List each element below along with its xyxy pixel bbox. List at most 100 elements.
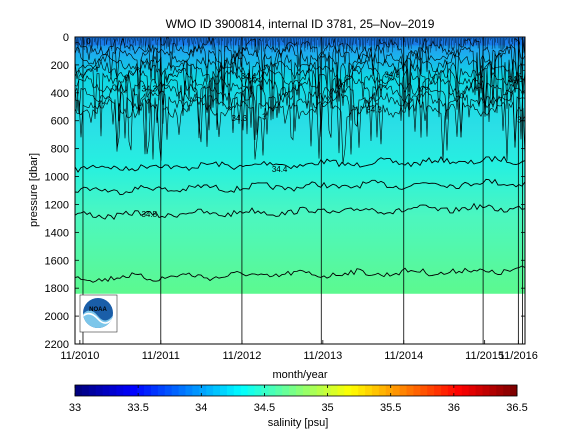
colorbar-cell — [413, 385, 421, 396]
colorbar-tick-label: 34 — [195, 402, 207, 414]
plot-frame — [74, 36, 526, 345]
x-tick-label: 11/2012 — [222, 350, 261, 362]
x-tick-label: 11/2016 — [499, 350, 538, 362]
colorbar-cell — [164, 385, 173, 396]
colorbar-cell — [289, 385, 297, 396]
surface-contour-tick — [197, 37, 199, 49]
colorbar-cell — [123, 385, 131, 396]
surface-contour-tick — [423, 37, 425, 48]
surface-contour-tick — [459, 37, 462, 46]
colorbar-cell — [171, 385, 179, 396]
colorbar-cell — [130, 385, 138, 396]
colorbar-tick-label: 36.5 — [506, 402, 527, 414]
surface-contour-tick — [95, 37, 97, 45]
surface-contour-tick — [298, 37, 300, 40]
surface-contour-tick — [222, 37, 224, 42]
surface-contour-tick — [412, 37, 414, 44]
surface-contour-tick — [386, 37, 388, 53]
surface-contour-tick — [281, 37, 283, 42]
surface-contour-tick — [394, 37, 396, 43]
surface-contour-tick — [106, 37, 108, 45]
contour-line — [75, 82, 525, 155]
surface-contour-tick — [126, 37, 128, 44]
contour-lines — [75, 37, 525, 283]
colorbar-cell — [261, 385, 269, 396]
surface-contour-tick — [254, 37, 257, 47]
surface-contour-tick — [218, 37, 220, 52]
colorbar-cell — [316, 385, 325, 396]
surface-contour-tick — [272, 37, 275, 51]
surface-contour-tick — [214, 37, 216, 40]
contour-line — [75, 97, 525, 165]
colorbar-cell — [420, 385, 428, 396]
colorbar-cell — [330, 385, 338, 396]
surface-contour-tick — [293, 37, 295, 47]
colorbar-cell — [268, 385, 276, 396]
surface-contour-tick — [144, 37, 146, 51]
surface-contour-tick — [279, 37, 281, 52]
colorbar-cell — [144, 385, 152, 396]
x-tick-label: 11/2010 — [60, 350, 99, 362]
surface-contour-tick — [425, 37, 427, 43]
y-axis: 0 200 400 600 800 1000 1200 1400 1600 1800 2000 220… — [45, 32, 525, 351]
colorbar-cell — [254, 385, 262, 396]
surface-contour-tick — [135, 37, 137, 46]
colorbar-cell — [220, 385, 228, 396]
surface-contour-tick — [388, 37, 390, 45]
colorbar-cell — [447, 385, 456, 396]
contour-label: 0 — [125, 73, 130, 82]
surface-contour-tick — [235, 37, 237, 46]
surface-contour-tick — [156, 37, 158, 50]
surface-contour-tick — [195, 37, 197, 40]
surface-contour-tick — [336, 37, 339, 47]
surface-contour-tick — [145, 37, 147, 47]
contour-line — [75, 178, 525, 196]
surface-contour-tick — [182, 37, 184, 47]
colorbar-cell — [81, 385, 90, 396]
colorbar-cell — [240, 385, 249, 396]
noaa-logo: NOAA — [79, 294, 118, 333]
surface-contour-tick — [282, 37, 284, 43]
surface-contour-tick — [93, 37, 96, 43]
colorbar-cell — [309, 385, 318, 396]
y-tick-label: 1400 — [45, 227, 69, 239]
surface-contour-tick — [407, 37, 409, 49]
surface-contour-tick — [75, 37, 78, 45]
y-tick-label: 2000 — [45, 311, 69, 323]
contour-label: 34.3 — [231, 114, 247, 123]
x-tick-label: 11/2015 — [465, 350, 504, 362]
colorbar-cell — [282, 385, 290, 396]
contour-line — [75, 265, 525, 283]
y-tick-label: 0 — [63, 32, 69, 44]
colorbar-cell — [406, 385, 414, 396]
surface-contour-tick — [78, 37, 80, 53]
surface-contour-tick — [140, 37, 142, 48]
surface-contour-tick — [516, 37, 518, 43]
surface-contour-tick — [207, 37, 209, 44]
colorbar-cell — [247, 385, 255, 396]
colorbar-cell — [392, 385, 400, 396]
surface-contour-tick — [345, 37, 347, 45]
surface-contour-tick — [268, 37, 270, 41]
surface-contour-tick — [504, 37, 506, 48]
colorbar-cell — [137, 385, 145, 396]
surface-contour-tick — [383, 37, 386, 48]
surface-contour-tick — [311, 37, 313, 53]
x-tick-label: 11/2013 — [303, 350, 342, 362]
surface-contour-tick — [375, 37, 378, 52]
chart-title: WMO ID 3900814, internal ID 3781, 25–Nov… — [166, 17, 435, 31]
surface-contour-tick — [194, 37, 196, 44]
surface-contour-tick — [231, 37, 233, 42]
surface-contour-tick — [469, 37, 471, 53]
y-tick-label: 400 — [51, 88, 69, 100]
contour-label: 34.5 — [508, 75, 524, 84]
colorbar-cell — [441, 385, 449, 396]
surface-contour-tick — [495, 37, 497, 43]
surface-contour-tick — [115, 37, 117, 41]
surface-contour-tick — [96, 37, 98, 49]
contour-label: 34.4 — [241, 72, 257, 81]
surface-contour-tick — [118, 37, 120, 45]
colorbar-cell — [371, 385, 380, 396]
surface-contour-tick — [83, 37, 85, 51]
surface-contour-tick — [332, 37, 334, 43]
